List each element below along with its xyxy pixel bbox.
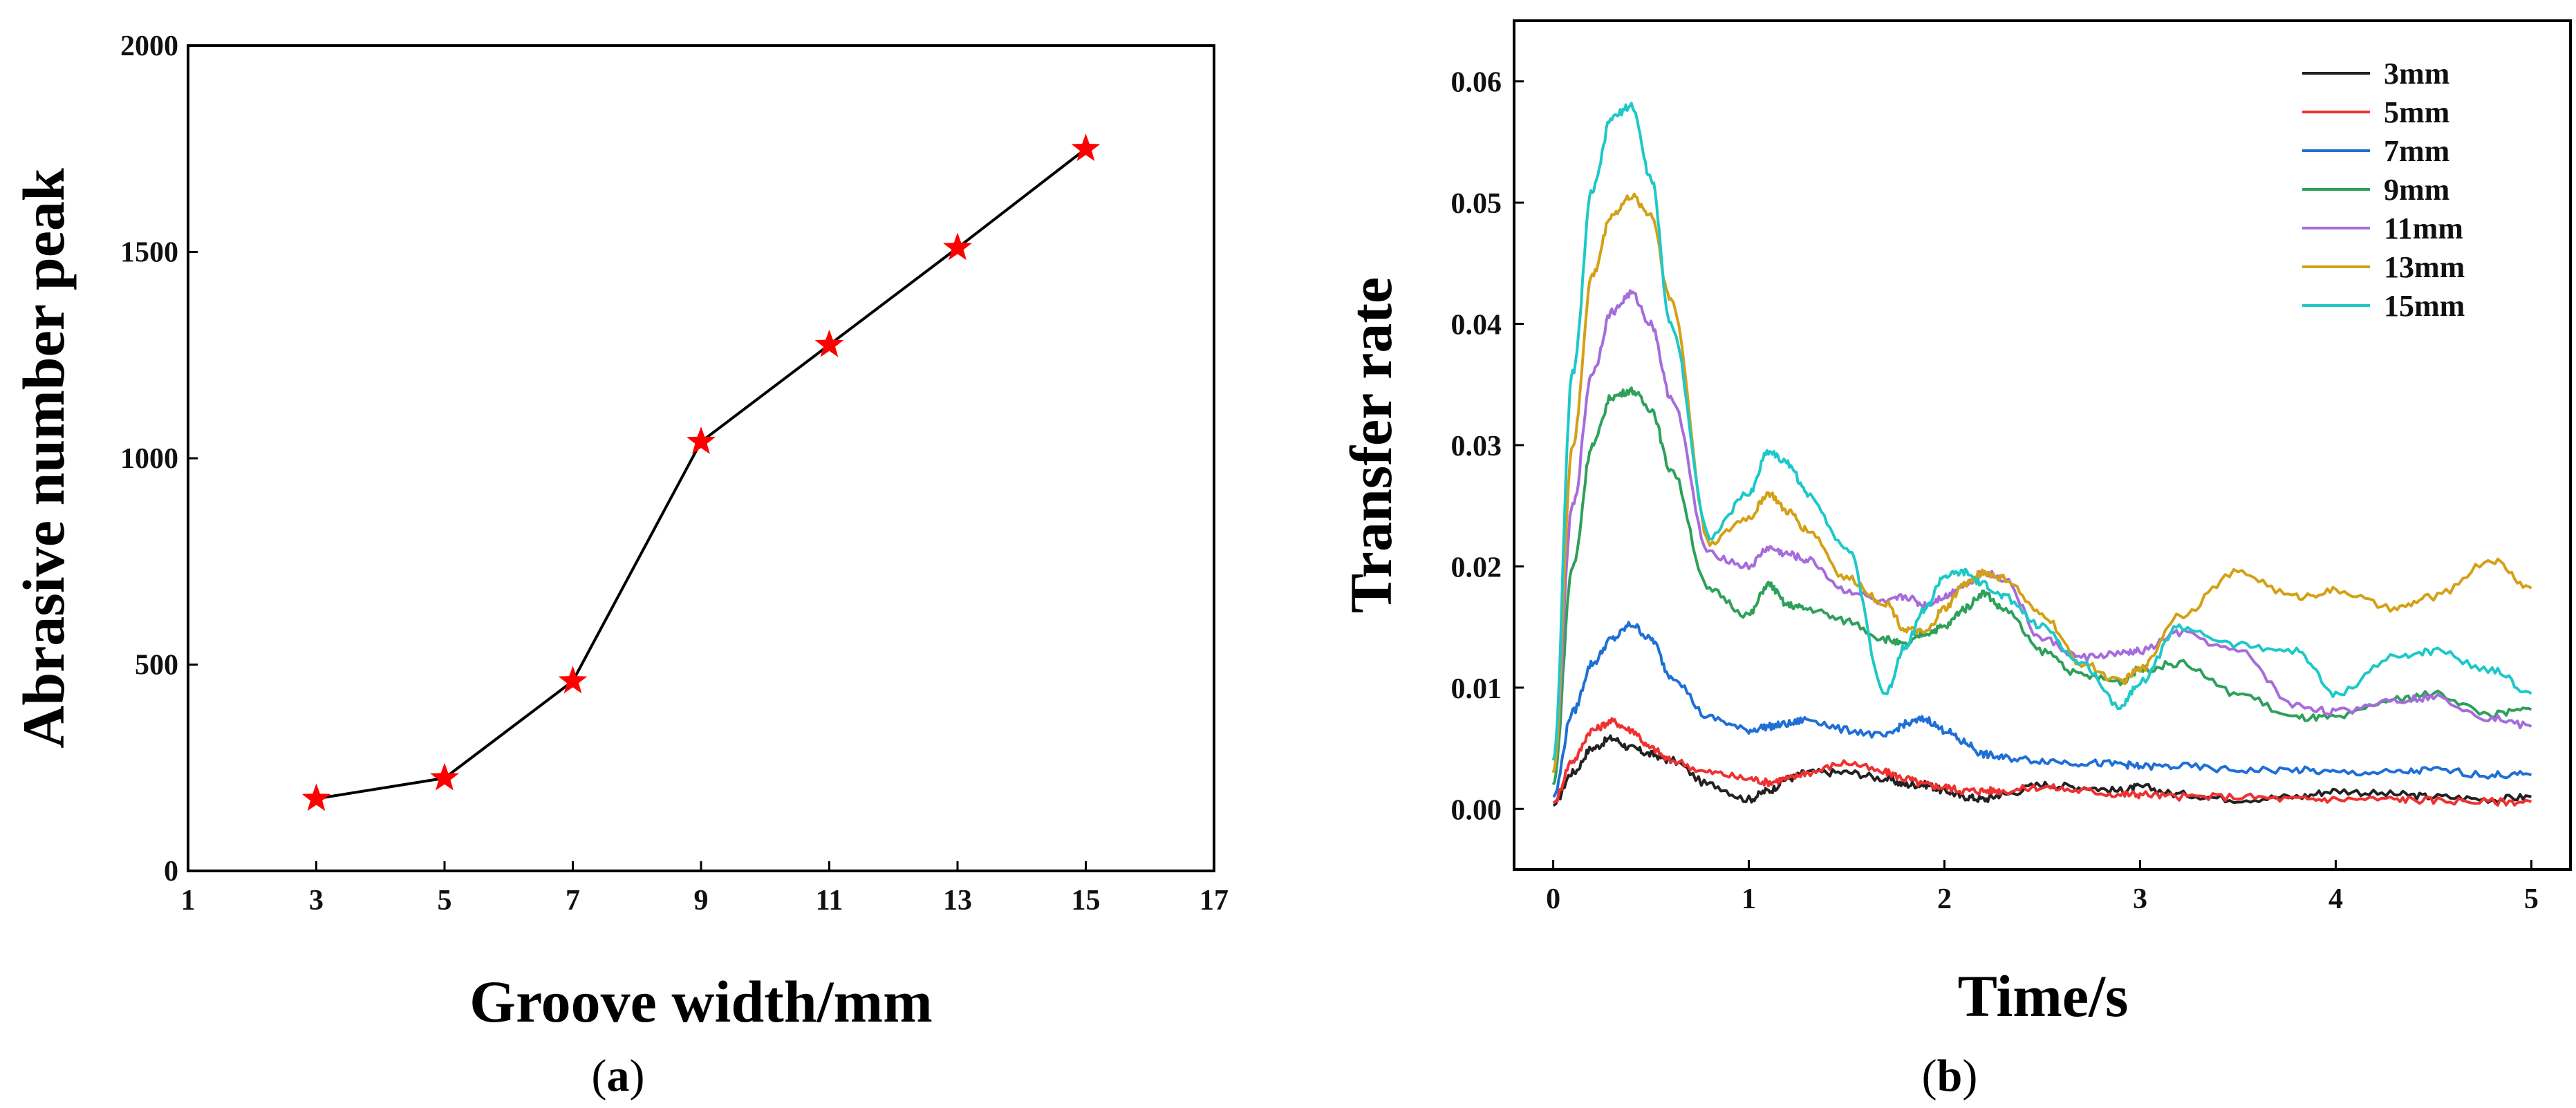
x-tick-label: 1: [1742, 883, 1756, 915]
x-tick-label: 3: [309, 885, 324, 917]
legend-label: 11mm: [2384, 212, 2463, 245]
x-tick-label: 13: [943, 885, 972, 917]
x-tick-label: 11: [816, 885, 843, 917]
x-tick-label: 2: [1937, 883, 1952, 915]
series-line-5mm: [1552, 717, 2532, 807]
x-tick-label: 17: [1200, 885, 1229, 917]
panel-b-y-axis-title: Transfer rate: [1338, 277, 1404, 613]
series-line-13mm: [1551, 192, 2532, 773]
y-tick-label: 1000: [120, 443, 178, 475]
panel-b: 0.00 0.01 0.02 0.03 0.04 0.05 0.06 0 1 2 3 4 5 3mm 5…: [1338, 19, 2572, 1101]
panel-b-series: [1551, 102, 2532, 807]
panel-b-x-axis-title: Time/s: [1958, 963, 2129, 1029]
panel-a-series: [301, 133, 1101, 811]
x-tick-label: 15: [1072, 885, 1101, 917]
y-tick-label: 0.04: [1451, 310, 1502, 341]
legend-label: 9mm: [2384, 173, 2449, 207]
panel-a-y-axis-title: Abrasive number peak: [10, 168, 77, 749]
x-tick-label: 4: [2328, 883, 2343, 915]
y-tick-label: 0: [164, 856, 178, 888]
y-tick-label: 0.03: [1451, 431, 1502, 462]
data-point-star: [687, 426, 716, 454]
x-tick-label: 7: [566, 885, 580, 917]
x-tick-label: 5: [438, 885, 452, 917]
x-tick-label: 9: [694, 885, 709, 917]
panel-b-legend: 3mm 5mm 7mm 9mm 11mm 13mm 15mm: [2302, 57, 2465, 323]
y-tick-label: 0.01: [1451, 673, 1502, 705]
y-tick-label: 2000: [120, 30, 178, 62]
panel-b-x-ticks: 0 1 2 3 4 5: [1546, 860, 2539, 915]
legend-label: 5mm: [2384, 95, 2449, 129]
x-tick-label: 1: [181, 885, 196, 917]
series-line-9mm: [1551, 386, 2532, 786]
panel-a-x-ticks: 1 3 5 7 9 11 13 15 17: [181, 861, 1229, 917]
data-point-star: [1071, 133, 1101, 161]
y-tick-label: 0.02: [1451, 552, 1502, 583]
y-tick-label: 500: [135, 650, 178, 682]
series-line-7mm: [1552, 621, 2532, 798]
legend-label: 3mm: [2384, 57, 2449, 91]
panel-a-label-letter: a: [607, 1051, 630, 1101]
series-line-11mm: [1551, 289, 2532, 773]
panel-b-label-letter: b: [1937, 1051, 1963, 1101]
data-point-star: [430, 762, 459, 791]
data-point-star: [301, 783, 331, 811]
panel-b-y-ticks: 0.00 0.01 0.02 0.03 0.04 0.05 0.06: [1451, 67, 1524, 826]
y-tick-label: 1500: [120, 237, 178, 269]
data-point-star: [814, 329, 844, 357]
legend-label: 13mm: [2384, 250, 2465, 284]
y-tick-label: 0.06: [1451, 67, 1502, 99]
data-point-star: [558, 666, 588, 694]
x-tick-label: 3: [2133, 883, 2147, 915]
panel-b-label: (b): [1922, 1051, 1978, 1101]
data-point-star: [943, 232, 972, 261]
panel-a-x-axis-title: Groove width/mm: [469, 968, 933, 1035]
x-tick-label: 0: [1546, 883, 1560, 915]
x-tick-label: 5: [2524, 883, 2539, 915]
y-tick-label: 0.05: [1451, 188, 1502, 220]
y-tick-label: 0.00: [1451, 794, 1502, 826]
legend-label: 15mm: [2384, 289, 2465, 323]
panel-a-y-ticks: 0 500 1000 1500 2000: [120, 30, 198, 888]
series-line: [316, 147, 1087, 800]
series-line-15mm: [1551, 102, 2532, 761]
panel-a-label: (a): [592, 1051, 645, 1101]
legend-label: 7mm: [2384, 134, 2449, 168]
